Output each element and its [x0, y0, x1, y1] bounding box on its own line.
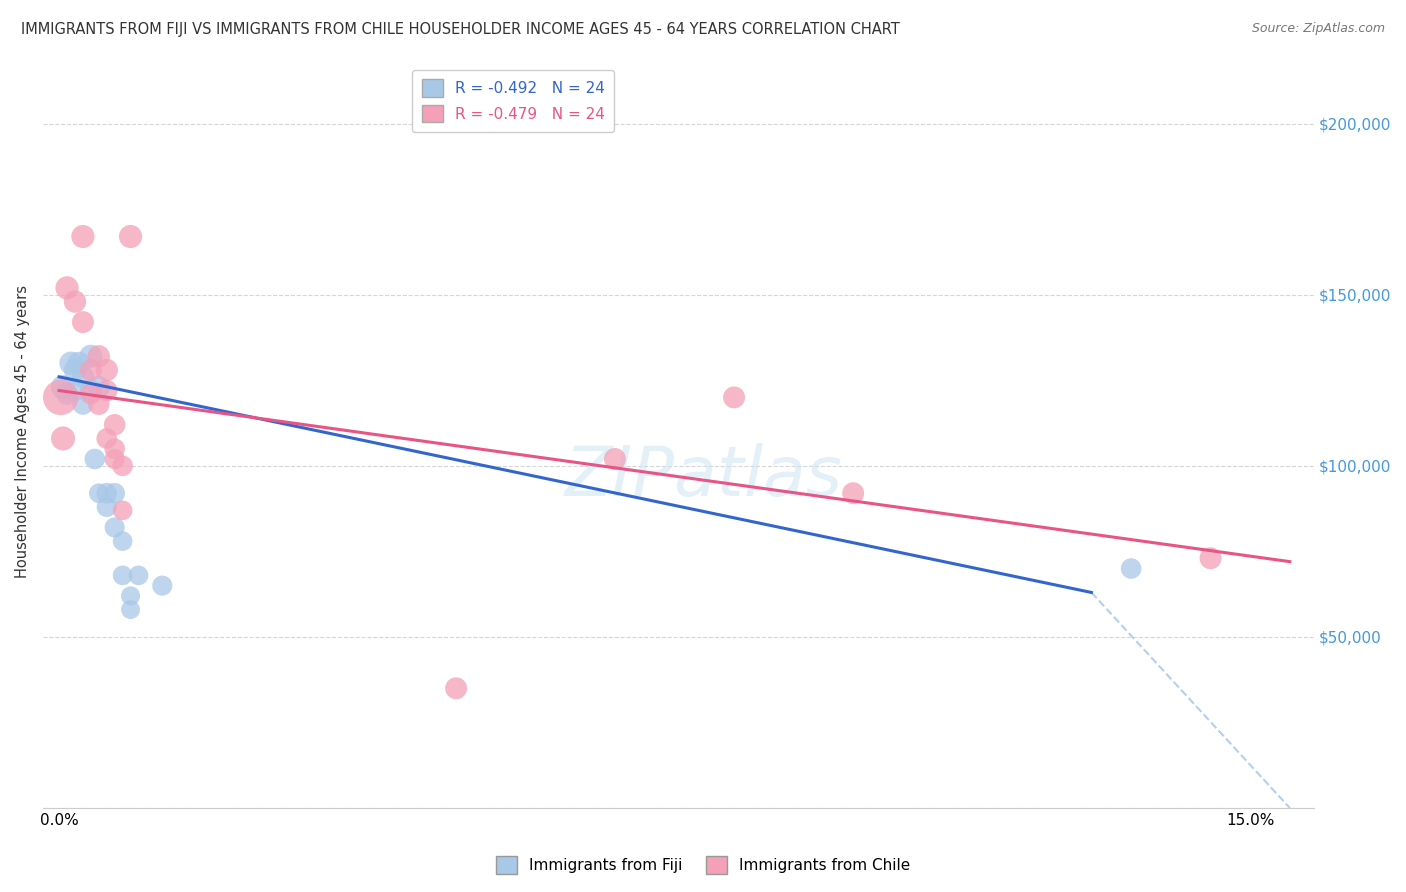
Point — [603, 452, 626, 467]
Point — [80, 387, 103, 401]
Point — [80, 349, 103, 363]
Point — [96, 384, 118, 398]
Point — [87, 380, 110, 394]
Point — [127, 568, 149, 582]
Legend: Immigrants from Fiji, Immigrants from Chile: Immigrants from Fiji, Immigrants from Ch… — [489, 850, 917, 880]
Point — [96, 432, 118, 446]
Point — [120, 589, 142, 603]
Point — [1199, 551, 1222, 566]
Point — [444, 681, 467, 696]
Point — [111, 568, 134, 582]
Point — [150, 579, 173, 593]
Point — [842, 486, 865, 500]
Point — [83, 452, 105, 467]
Point — [104, 417, 127, 432]
Text: Source: ZipAtlas.com: Source: ZipAtlas.com — [1251, 22, 1385, 36]
Point — [104, 520, 127, 534]
Point — [63, 363, 86, 377]
Text: IMMIGRANTS FROM FIJI VS IMMIGRANTS FROM CHILE HOUSEHOLDER INCOME AGES 45 - 64 YE: IMMIGRANTS FROM FIJI VS IMMIGRANTS FROM … — [21, 22, 900, 37]
Point — [72, 397, 94, 411]
Text: ZIPatlas: ZIPatlas — [565, 443, 842, 510]
Point — [1119, 561, 1142, 575]
Point — [72, 315, 94, 329]
Point — [67, 356, 90, 370]
Point — [72, 229, 94, 244]
Point — [96, 486, 118, 500]
Point — [104, 486, 127, 500]
Point — [87, 349, 110, 363]
Point — [87, 397, 110, 411]
Point — [63, 384, 86, 398]
Point — [723, 390, 745, 404]
Point — [120, 602, 142, 616]
Point — [80, 363, 103, 377]
Point — [104, 442, 127, 456]
Point — [72, 369, 94, 384]
Point — [111, 503, 134, 517]
Legend: R = -0.492   N = 24, R = -0.479   N = 24: R = -0.492 N = 24, R = -0.479 N = 24 — [412, 70, 614, 132]
Point — [120, 229, 142, 244]
Point — [80, 384, 103, 398]
Point — [96, 500, 118, 514]
Point — [87, 486, 110, 500]
Point — [104, 452, 127, 467]
Point — [52, 380, 75, 394]
Point — [111, 534, 134, 549]
Point — [63, 294, 86, 309]
Y-axis label: Householder Income Ages 45 - 64 years: Householder Income Ages 45 - 64 years — [15, 285, 30, 578]
Point — [49, 390, 72, 404]
Point — [96, 363, 118, 377]
Point — [52, 432, 75, 446]
Point — [111, 458, 134, 473]
Point — [56, 281, 79, 295]
Point — [59, 356, 82, 370]
Point — [56, 387, 79, 401]
